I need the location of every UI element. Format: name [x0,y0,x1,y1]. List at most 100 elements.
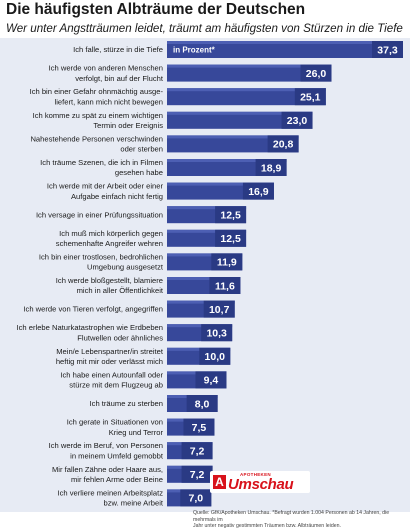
value-label: 7,2 [190,469,205,481]
value-box [215,206,247,224]
value-label: 37,3 [377,44,398,56]
category-label-line: Umgebung ausgesetzt [87,263,164,272]
category-label-line: Ich versage in einer Prüfungssituation [36,210,163,219]
category-label-line: mir fehlen Arme oder Beine [71,475,163,484]
category-label-line: Mein/e Lebenspartner/in streitet [56,347,164,356]
bar-highlight [167,324,233,328]
bar [167,41,403,58]
category-label-line: Ich habe einen Autounfall oder [60,370,163,379]
value-box [181,442,213,460]
bar-row: Ich träume zu sterben 8,0 [90,395,218,412]
bar-row: Nahestehende Personen verschwinden oder s… [30,134,299,154]
value-label: 23,0 [287,115,308,127]
value-box [267,135,299,153]
bar-row: Mir fallen Zähne oder Haare aus, mir fehl… [52,465,213,484]
chart-title: Die häufigsten Albträume der Deutschen [6,1,306,18]
value-box [294,88,326,106]
category-label: Ich werde im Beruf, von Personen in meine… [49,441,164,460]
category-label: Ich erlebe Naturkatastrophen wie Erdbebe… [17,323,164,342]
logo-main-text: Umschau [228,476,294,493]
bar-highlight [167,253,243,257]
bar-highlight [167,88,326,92]
value-box [372,41,403,58]
bar-row: Ich bin einer trostlosen, bedrohlichen Um… [39,252,243,272]
value-box [281,111,313,129]
category-label-line: Ich gerate in Situationen von [67,418,163,427]
category-label: Ich werde von anderen Menschen verfolgt, … [49,64,164,83]
category-label-line: Ich werde im Beruf, von Personen [49,441,163,450]
category-label-line: bzw. meine Arbeit [103,499,163,508]
category-label-line: Ich falle, stürze in die Tiefe [73,45,163,54]
value-label: 11,9 [217,257,237,269]
source-line-1: Quelle: GfK/Apotheken Umschau. *Befragt … [193,510,390,523]
value-label: 26,0 [306,68,327,80]
bar-highlight [167,64,332,68]
value-box [186,395,218,412]
bar-row: Ich werde von anderen Menschen verfolgt, … [49,64,332,83]
category-label-line: stürze mit dem Flugzeug ab [69,381,163,390]
category-label-line: Mir fallen Zähne oder Haare aus, [52,465,163,474]
logo-mark-icon: A [213,475,226,489]
value-box [195,371,227,389]
category-label: Ich bin einer Gefahr ohnmächtig ausge-li… [30,87,164,106]
category-label: Ich verliere meinen Arbeitsplatz bzw. mei… [57,488,163,507]
category-label-line: Ich muß mich körperlich gegen [59,229,163,238]
category-label-line: Ich werde bloßgestellt, blamiere [56,276,163,285]
category-label-line: in meinem Umfeld gemobbt [70,451,164,460]
category-label-line: Ich träume zu sterben [90,399,163,408]
value-box [201,324,233,342]
category-label: Ich träume zu sterben [90,399,163,408]
value-label: 7,0 [188,493,203,505]
category-label: Ich falle, stürze in die Tiefe [73,45,163,54]
value-box [180,489,212,507]
bar-row: Ich falle, stürze in die Tiefe 37,3 [73,41,403,58]
unit-label: in Prozent* [173,46,216,55]
category-label: Mir fallen Zähne oder Haare aus, mir fehl… [52,465,163,484]
chart-subtitle: Wer unter Angstträumen leidet, träumt am… [6,22,403,35]
bar-highlight [167,111,313,115]
bar-highlight [167,300,235,304]
category-label-line: liefert, kann mich nicht bewegen [55,97,163,106]
category-label: Ich habe einen Autounfall oder stürze mit… [60,370,163,389]
category-label: Mein/e Lebenspartner/in streitet heftig m… [56,347,164,366]
bar-row: Ich werde bloßgestellt, blamiere mich in … [56,276,241,295]
value-box [242,182,274,200]
category-label-line: Nahestehende Personen verschwinden [30,134,163,143]
value-label: 10,0 [205,351,226,363]
value-box [181,465,213,483]
bar-row: Ich werde mit der Arbeit oder einer Aufga… [47,182,274,201]
value-label: 7,5 [192,422,207,434]
value-label: 12,5 [220,233,241,245]
value-label: 7,2 [190,446,205,458]
bar-highlight [167,277,241,280]
category-label-line: schemenhafte Angreifer wehren [56,239,163,248]
bar-highlight [167,347,231,351]
bar-highlight [167,182,274,186]
bar-highlight [167,229,247,233]
bar-highlight [167,206,247,210]
category-label: Ich gerate in Situationen von Krieg und T… [67,418,164,437]
category-label-line: Ich träume Szenen, die ich in Filmen [40,158,163,167]
value-label: 20,8 [273,139,294,151]
value-label: 10,3 [206,328,227,340]
category-label-line: Ich werde von Tieren verfolgt, angegriff… [23,305,163,314]
category-label: Ich bin einer trostlosen, bedrohlichen Um… [39,252,164,271]
bar-highlight [167,159,287,162]
bar-row: Ich verliere meinen Arbeitsplatz bzw. mei… [57,488,212,508]
bar-row: Ich träume Szenen, die ich in Filmen gese… [40,158,287,177]
category-label-line: Ich verliere meinen Arbeitsplatz [57,488,163,497]
value-label: 12,5 [220,210,241,222]
value-box [209,277,241,294]
category-label-line: heftig mit mir oder verlässt mich [56,357,163,366]
category-label-line: Krieg und Terror [109,428,164,437]
value-box [215,229,247,247]
category-label-line: Aufgabe einfach nicht fertig [71,192,163,201]
source-line-2: Jahr unter negativ gestimmten Träumen bz… [193,523,341,530]
apotheken-umschau-logo: A APOTHEKEN Umschau [210,471,310,493]
category-label: Ich muß mich körperlich gegen schemenhaft… [56,229,163,248]
value-box [255,159,287,176]
category-label-line: Flutwellen oder ähnliches [77,333,163,342]
category-label-line: mich in aller Öffentlichkeit [77,286,164,295]
bar [167,64,332,82]
